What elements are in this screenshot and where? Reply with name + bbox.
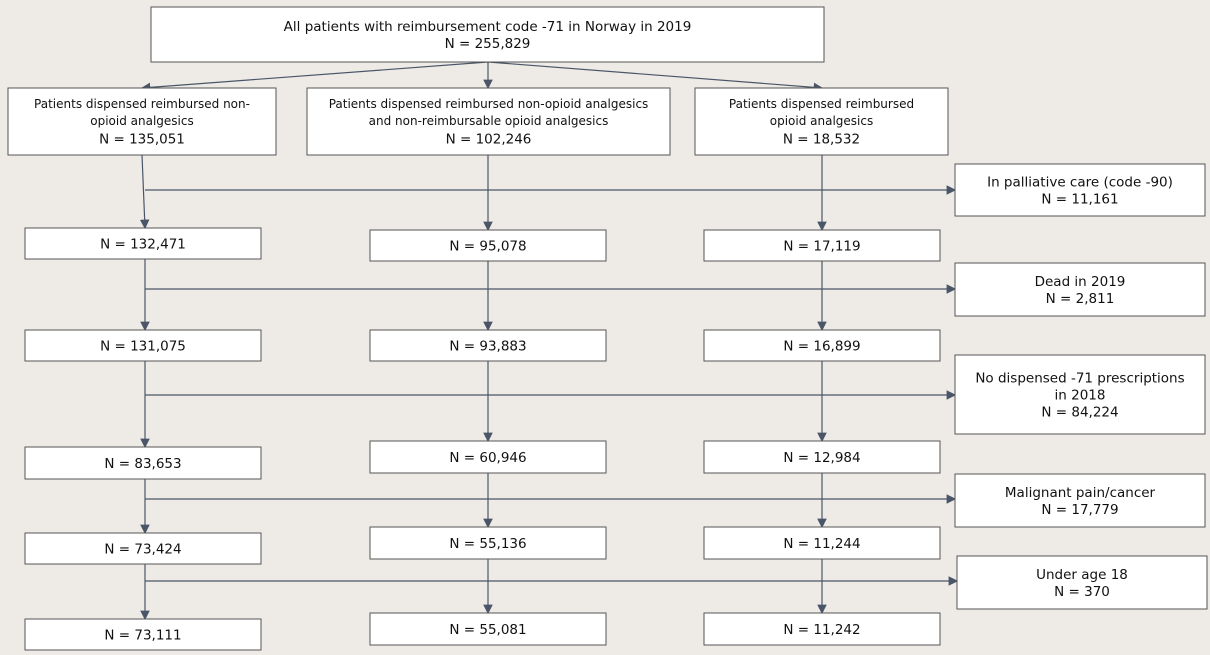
count-label: N = 132,471 <box>100 237 186 253</box>
count-label: N = 11,242 <box>783 622 860 638</box>
flow-box <box>24 532 262 565</box>
count-label: N = 11,161 <box>1041 192 1118 208</box>
flow-box <box>954 262 1206 317</box>
flow-box <box>954 163 1206 217</box>
flow-box <box>369 612 607 646</box>
box-label: Dead in 2019 <box>1035 274 1126 290</box>
flow-box <box>703 612 941 646</box>
flow-box <box>150 6 825 63</box>
count-label: N = 370 <box>1054 584 1110 600</box>
count-label: N = 2,811 <box>1046 291 1115 307</box>
arrow <box>487 61 824 93</box>
count-label: N = 55,081 <box>449 622 526 638</box>
box-label: In palliative care (code -90) <box>987 175 1173 191</box>
flow-box <box>694 87 949 156</box>
flow-box <box>369 526 607 560</box>
count-label: N = 102,246 <box>446 132 532 148</box>
box-label: opioid analgesics <box>770 114 873 128</box>
box-label: opioid analgesics <box>90 114 193 128</box>
box-label: All patients with reimbursement code -71… <box>284 19 692 35</box>
count-label: N = 84,224 <box>1041 405 1118 421</box>
count-label: N = 18,532 <box>783 132 860 148</box>
count-label: N = 255,829 <box>445 36 531 52</box>
flow-box <box>703 440 941 474</box>
flow-box <box>954 473 1206 528</box>
flow-box <box>954 354 1206 435</box>
box-label: Patients dispensed reimbursed non- <box>34 97 250 111</box>
flow-box <box>7 87 277 156</box>
count-label: N = 131,075 <box>100 339 186 355</box>
count-label: N = 73,111 <box>104 628 181 644</box>
box-label: and non-reimbursable opioid analgesics <box>369 114 609 128</box>
flow-box <box>369 229 607 262</box>
count-label: N = 135,051 <box>99 132 185 148</box>
count-label: N = 83,653 <box>104 456 181 472</box>
count-label: N = 93,883 <box>449 339 526 355</box>
box-label: in 2018 <box>1055 388 1106 404</box>
count-label: N = 16,899 <box>783 339 860 355</box>
flow-box <box>24 227 262 260</box>
count-label: N = 55,136 <box>449 536 526 552</box>
flow-box <box>369 440 607 474</box>
flow-box <box>24 618 262 651</box>
flow-box <box>703 329 941 362</box>
box-label: Patients dispensed reimbursed non-opioid… <box>329 97 649 111</box>
box-label: Patients dispensed reimbursed <box>729 97 914 111</box>
count-label: N = 12,984 <box>783 450 860 466</box>
count-label: N = 11,244 <box>783 536 860 552</box>
count-label: N = 73,424 <box>104 542 181 558</box>
box-label: Under age 18 <box>1036 567 1128 583</box>
count-label: N = 95,078 <box>449 239 526 255</box>
arrow <box>140 61 489 93</box>
flow-box <box>369 329 607 362</box>
flow-box <box>703 229 941 262</box>
count-label: N = 17,119 <box>783 239 860 255</box>
box-label: No dispensed -71 prescriptions <box>975 371 1184 387</box>
arrow <box>139 154 150 230</box>
flow-box <box>24 446 262 480</box>
count-label: N = 60,946 <box>449 450 526 466</box>
box-label: Malignant pain/cancer <box>1005 485 1156 501</box>
flow-box <box>24 329 262 362</box>
flow-box <box>703 526 941 560</box>
flow-box <box>956 555 1208 610</box>
flow-box <box>306 87 671 156</box>
count-label: N = 17,779 <box>1041 502 1118 518</box>
